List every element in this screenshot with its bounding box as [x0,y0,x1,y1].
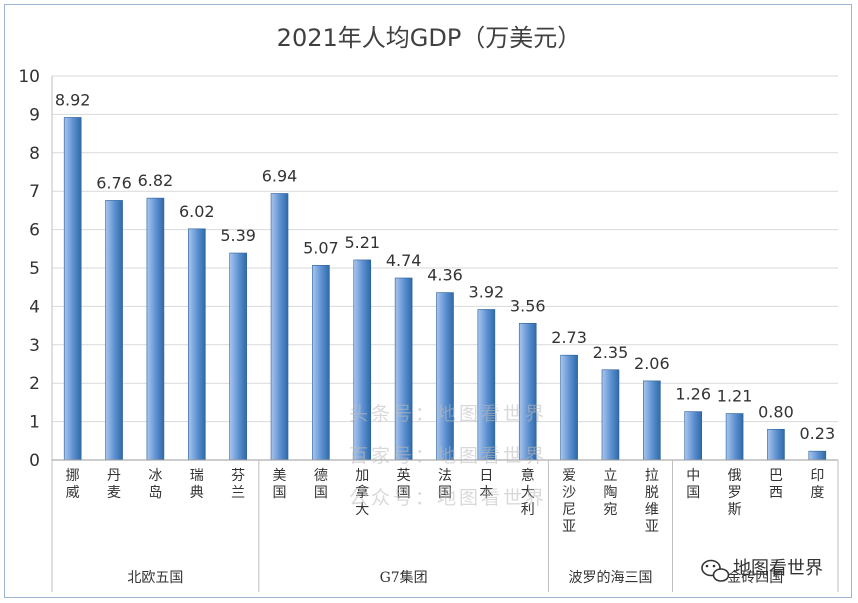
data-label: 2.06 [634,354,670,373]
bar [560,354,578,461]
group-label: G7集团 [380,569,428,586]
y-tick-label: 3 [29,336,40,356]
category-label: 爱沙尼亚 [562,468,576,535]
category-label: 法国 [438,468,452,501]
category-label: 中国 [686,468,700,501]
category-label: 日本 [479,468,493,501]
wechat-icon [701,559,730,582]
y-tick-label: 5 [29,259,40,279]
data-label: 5.21 [344,233,380,252]
group-label: 北欧五国 [127,570,183,586]
bar [725,413,744,461]
data-label: 6.02 [179,202,215,221]
category-label: 芬兰 [231,468,245,501]
y-tick-label: 10 [18,67,40,87]
bar [63,117,82,461]
chart-frame [4,4,852,598]
value-labels: 8.92 6.76 6.82 6.02 5.39 6.94 5.07 5.21 4.74 4.36… [55,90,835,443]
category-label: 挪威 [66,468,80,501]
data-label: 0.23 [800,424,836,443]
data-label: 2.73 [551,328,587,347]
brand-text: 地图看世界 [733,558,823,579]
chart-title: 2021年人均GDP（万美元） [277,24,582,52]
category-label: 拉脱维亚 [645,468,659,535]
y-tick-label: 6 [29,221,40,241]
bar [146,197,165,461]
watermark-line: 百家号：地图看世界 [349,445,547,467]
category-label: 意大利 [521,467,535,518]
bar [270,193,289,461]
y-tick-label: 9 [29,105,40,125]
data-label: 2.35 [593,343,629,362]
bar [767,428,785,461]
watermark-line: 头条号：地图看世界 [349,403,547,425]
y-tick-label: 4 [29,297,40,317]
group-label: 波罗的海三国 [568,570,652,586]
bar [436,292,454,461]
category-label: 丹麦 [107,468,121,501]
bar [394,277,413,461]
bar [684,411,703,461]
data-label: 3.92 [469,282,505,301]
category-label: 美国 [273,468,287,501]
bar [187,228,206,461]
data-label: 5.39 [220,226,256,245]
data-label: 5.07 [303,238,339,257]
category-label: 冰岛 [148,468,162,501]
data-label: 6.94 [262,167,298,186]
bar [601,369,620,461]
y-tick-label: 7 [29,182,40,202]
bar [643,380,661,461]
bar [518,322,537,461]
category-label: 立陶宛 [603,468,617,518]
data-label: 0.80 [758,402,794,421]
watermark-line: 公众号：地图看世界 [349,487,547,509]
category-label: 巴西 [769,468,783,501]
data-label: 4.74 [386,251,422,270]
bar [312,265,330,461]
data-label: 6.76 [96,173,132,192]
watermark: 头条号：地图看世界 百家号：地图看世界 公众号：地图看世界 [349,403,547,509]
y-tick-label: 8 [29,144,40,164]
y-tick-label: 0 [29,451,40,471]
category-label: 俄罗斯 [728,468,742,518]
bar [477,309,496,461]
bars [63,117,827,461]
y-axis: 0 1 2 3 4 5 6 7 8 9 10 [18,67,53,471]
data-label: 8.92 [55,90,91,109]
bar [105,200,123,461]
category-label: 加拿大 [355,468,369,518]
y-tick-label: 1 [29,413,40,433]
bar [353,259,372,461]
data-label: 1.21 [717,387,753,406]
brand-badge: 地图看世界 [701,558,823,582]
data-label: 6.82 [138,171,174,190]
bar [808,450,827,461]
data-label: 4.36 [427,266,463,285]
category-label: 英国 [397,467,411,501]
group-label: 金砖四国 [727,570,783,586]
bar [229,252,247,461]
data-label: 1.26 [675,385,711,404]
group-labels: 北欧五国 G7集团 波罗的海三国 金砖四国 [51,460,839,592]
data-label: 3.56 [510,296,546,315]
category-label: 德国 [314,468,328,501]
category-label: 瑞典 [190,468,204,501]
category-label: 印度 [810,468,824,501]
y-tick-label: 2 [29,374,40,394]
